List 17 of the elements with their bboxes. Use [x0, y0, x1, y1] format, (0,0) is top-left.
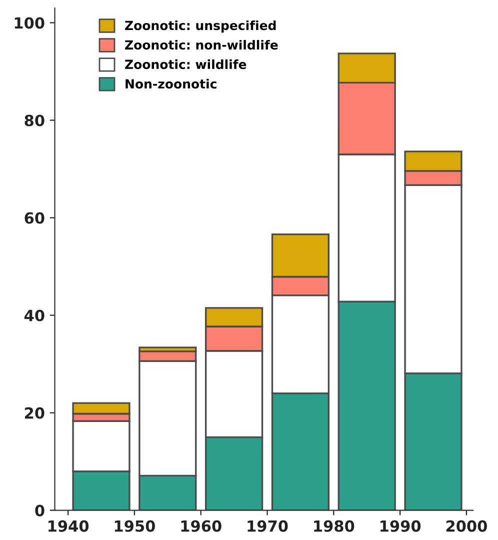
x-tick-label: 1990	[380, 520, 421, 532]
y-tick-label: 0	[35, 504, 44, 516]
y-tick-label: 100	[14, 17, 44, 29]
x-tick-label: 1950	[114, 520, 155, 532]
y-tick-label: 60	[24, 212, 44, 224]
x-tick-label: 2000	[446, 520, 487, 532]
legend-label: Zoonotic: unspecified	[125, 20, 276, 33]
x-tick-label: 1970	[248, 520, 288, 532]
y-tick-label: 40	[24, 310, 44, 322]
y-tick-label: 80	[24, 114, 44, 126]
x-tick-label: 1980	[314, 520, 354, 532]
legend-label: Zoonotic: wildlife	[125, 59, 246, 70]
x-tick-label: 1960	[181, 520, 222, 532]
y-tick-label: 20	[25, 407, 44, 419]
legend-label: Non-zoonotic	[126, 78, 216, 89]
x-tick-label: 1940	[48, 520, 89, 532]
legend-label: Zoonotic: non-wildlife	[125, 40, 278, 50]
